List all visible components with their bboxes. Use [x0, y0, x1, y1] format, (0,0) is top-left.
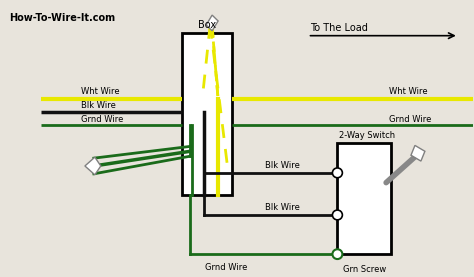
Text: Box: Box — [198, 20, 216, 30]
Text: Grnd Wire: Grnd Wire — [205, 263, 247, 272]
Text: Blk Wire: Blk Wire — [81, 101, 116, 110]
Polygon shape — [85, 157, 101, 175]
Bar — [337, 143, 391, 254]
Text: Grnd Wire: Grnd Wire — [81, 115, 123, 124]
Text: Wht Wire: Wht Wire — [81, 88, 119, 96]
Circle shape — [332, 249, 342, 259]
Polygon shape — [411, 145, 425, 161]
Text: Blk Wire: Blk Wire — [265, 203, 300, 212]
Text: 2-Way Switch: 2-Way Switch — [339, 130, 395, 140]
Text: Grnd Wire: Grnd Wire — [389, 115, 431, 124]
Text: How-To-Wire-It.com: How-To-Wire-It.com — [9, 13, 116, 23]
Circle shape — [332, 210, 342, 220]
Circle shape — [332, 168, 342, 178]
Text: Grn Screw: Grn Screw — [343, 265, 387, 274]
Text: To The Load: To The Load — [310, 23, 367, 33]
Bar — [182, 33, 232, 195]
Polygon shape — [206, 15, 218, 31]
Text: Blk Wire: Blk Wire — [265, 161, 300, 170]
Text: Wht Wire: Wht Wire — [389, 88, 428, 96]
